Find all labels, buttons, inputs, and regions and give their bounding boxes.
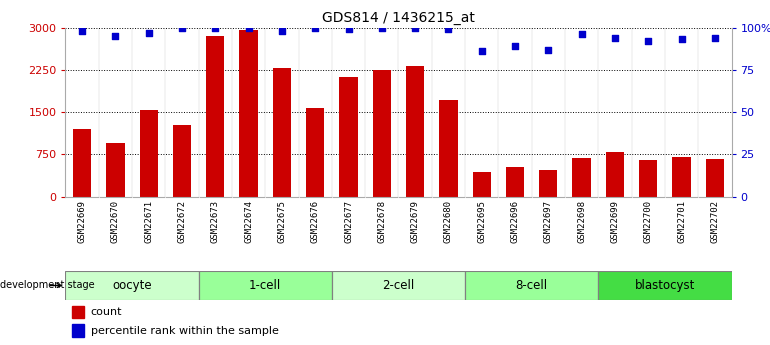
Text: 8-cell: 8-cell xyxy=(516,279,547,292)
Bar xyxy=(572,158,591,197)
Bar xyxy=(606,152,624,197)
Point xyxy=(675,37,688,42)
Text: GSM22679: GSM22679 xyxy=(410,200,420,243)
Point xyxy=(209,25,222,30)
Bar xyxy=(506,167,524,197)
Text: GSM22680: GSM22680 xyxy=(444,200,453,243)
Bar xyxy=(73,129,92,197)
Bar xyxy=(106,143,125,197)
Text: GSM22670: GSM22670 xyxy=(111,200,120,243)
Bar xyxy=(672,157,691,197)
Point xyxy=(509,43,521,49)
FancyBboxPatch shape xyxy=(332,271,465,300)
FancyBboxPatch shape xyxy=(465,271,598,300)
Text: GSM22678: GSM22678 xyxy=(377,200,387,243)
Point xyxy=(609,35,621,40)
Text: GSM22677: GSM22677 xyxy=(344,200,353,243)
Point xyxy=(142,30,155,36)
Text: GSM22672: GSM22672 xyxy=(178,200,186,243)
Text: GSM22696: GSM22696 xyxy=(511,200,520,243)
Text: GSM22676: GSM22676 xyxy=(311,200,320,243)
Point xyxy=(109,33,122,39)
Text: development stage: development stage xyxy=(0,280,95,290)
Text: 2-cell: 2-cell xyxy=(383,279,414,292)
Bar xyxy=(373,70,391,197)
Point xyxy=(309,25,321,30)
Point xyxy=(708,35,721,40)
Bar xyxy=(306,108,324,197)
Title: GDS814 / 1436215_at: GDS814 / 1436215_at xyxy=(322,11,475,25)
Point xyxy=(642,38,654,44)
Point xyxy=(476,49,488,54)
Text: oocyte: oocyte xyxy=(112,279,152,292)
Point xyxy=(243,25,255,30)
Point xyxy=(542,47,554,52)
Bar xyxy=(172,125,191,197)
Text: blastocyst: blastocyst xyxy=(634,279,695,292)
Text: GSM22700: GSM22700 xyxy=(644,200,653,243)
Point xyxy=(376,25,388,30)
FancyBboxPatch shape xyxy=(65,271,199,300)
FancyBboxPatch shape xyxy=(199,271,332,300)
FancyBboxPatch shape xyxy=(598,271,731,300)
Bar xyxy=(406,66,424,197)
Text: GSM22701: GSM22701 xyxy=(677,200,686,243)
Bar xyxy=(473,172,491,197)
Bar xyxy=(273,68,291,197)
Bar xyxy=(539,170,557,197)
Text: GSM22698: GSM22698 xyxy=(578,200,586,243)
Bar xyxy=(439,100,457,197)
Text: GSM22697: GSM22697 xyxy=(544,200,553,243)
Bar xyxy=(705,159,724,197)
Bar xyxy=(139,110,158,197)
Text: GSM22673: GSM22673 xyxy=(211,200,219,243)
Text: GSM22674: GSM22674 xyxy=(244,200,253,243)
Point xyxy=(409,25,421,30)
Text: 1-cell: 1-cell xyxy=(249,279,281,292)
Point xyxy=(343,27,355,32)
Point xyxy=(76,28,89,34)
Text: GSM22671: GSM22671 xyxy=(144,200,153,243)
Text: GSM22669: GSM22669 xyxy=(78,200,86,243)
Text: GSM22695: GSM22695 xyxy=(477,200,486,243)
Bar xyxy=(72,324,84,337)
Bar xyxy=(72,306,84,318)
Bar xyxy=(239,30,258,197)
Point xyxy=(442,27,454,32)
Text: GSM22675: GSM22675 xyxy=(277,200,286,243)
Text: GSM22702: GSM22702 xyxy=(711,200,719,243)
Point xyxy=(575,32,588,37)
Text: count: count xyxy=(91,307,122,317)
Text: GSM22699: GSM22699 xyxy=(611,200,619,243)
Bar xyxy=(639,160,658,197)
Text: percentile rank within the sample: percentile rank within the sample xyxy=(91,326,279,336)
Point xyxy=(176,25,188,30)
Bar xyxy=(206,36,225,197)
Bar xyxy=(340,77,358,197)
Point xyxy=(276,28,288,34)
